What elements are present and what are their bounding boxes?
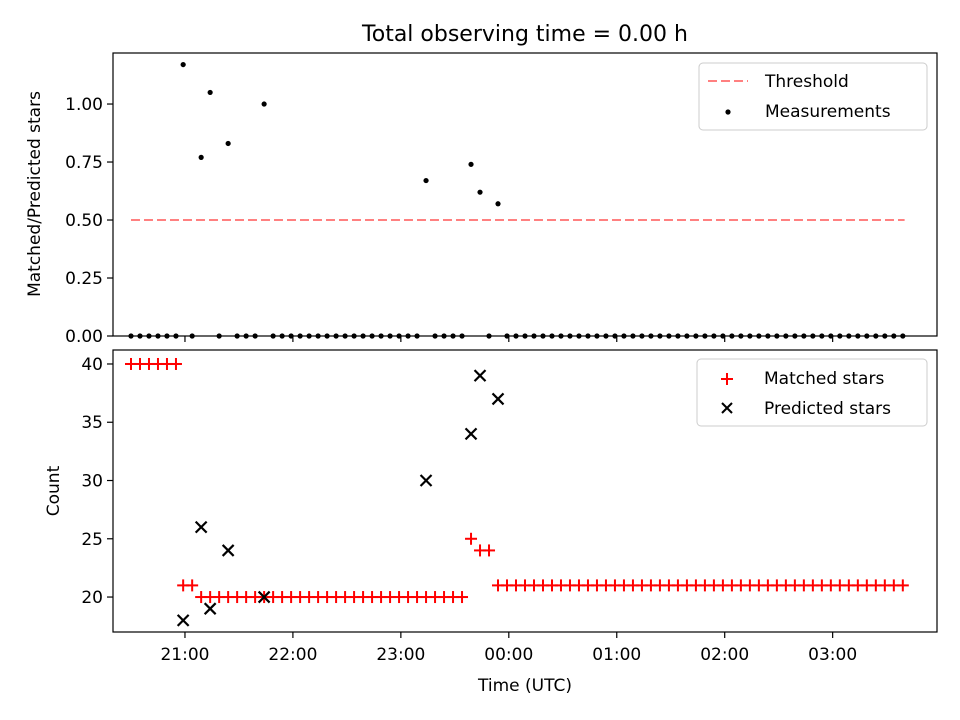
- ratio-y-label: Matched/Predicted stars: [25, 91, 45, 297]
- predicted-legend-label: Predicted stars: [764, 399, 891, 419]
- ratio-y-tick-label: 0.25: [65, 269, 103, 289]
- count-x-tick-label: 02:00: [700, 645, 749, 665]
- measurement-point: [261, 101, 267, 107]
- predicted-star-point: [221, 544, 235, 557]
- count-points: [124, 357, 909, 627]
- measurement-point: [477, 189, 483, 195]
- count-x-tick-label: 00:00: [484, 645, 533, 665]
- count-y-tick-label: 25: [81, 530, 103, 550]
- measurement-point: [468, 161, 474, 167]
- matched-star-point: [456, 591, 469, 604]
- predicted-star-point: [464, 427, 478, 441]
- threshold-legend-label: Threshold: [764, 72, 849, 92]
- count-x-tick-label: 03:00: [808, 645, 857, 665]
- count-y-tick-label: 20: [81, 588, 103, 608]
- predicted-star-point: [419, 474, 433, 487]
- count-axes-frame: [112, 349, 938, 633]
- ratio-axes-frame: [112, 52, 938, 337]
- ratio-y-tick-label: 0.50: [65, 211, 103, 231]
- ratio-y-tick-label: 0.00: [65, 327, 103, 347]
- measurements-legend-swatch: [725, 109, 731, 115]
- predicted-star-point: [491, 392, 505, 406]
- matched-star-point: [186, 579, 199, 592]
- predicted-star-point: [176, 614, 190, 627]
- matched-star-point: [465, 532, 478, 545]
- measurement-point: [180, 61, 186, 68]
- count-y-axis: 20 25 30 35 40: [81, 355, 113, 608]
- predicted-legend-swatch: [721, 402, 733, 414]
- ratio-legend-box: [698, 62, 928, 131]
- count-panel: 20 25 30 35 40 21:00 22:00 23:00 00:00 01:00 02:0…: [44, 349, 938, 696]
- count-x-tick-label: 22:00: [268, 645, 317, 665]
- measurement-point: [495, 201, 501, 207]
- measurement-point: [423, 177, 429, 184]
- matched-star-point: [483, 544, 496, 557]
- matched-legend-label: Matched stars: [764, 369, 884, 389]
- x-axis-label: Time (UTC): [477, 676, 572, 696]
- matched-star-point: [169, 357, 182, 370]
- count-y-label: Count: [44, 465, 64, 516]
- matched-legend-swatch: [721, 373, 733, 385]
- count-legend-box: [696, 358, 928, 427]
- measurement-point: [198, 154, 204, 160]
- chart-title: Total observing time = 0.00 h: [361, 22, 688, 47]
- count-y-tick-label: 40: [81, 355, 103, 375]
- count-y-tick-label: 35: [81, 413, 103, 433]
- measurement-point: [207, 89, 213, 96]
- ratio-legend: Threshold Measurements: [698, 62, 928, 131]
- predicted-star-point: [257, 590, 271, 604]
- count-y-tick-label: 30: [81, 472, 103, 492]
- measurements-legend-label: Measurements: [765, 102, 891, 122]
- count-x-tick-label: 01:00: [592, 645, 641, 665]
- matched-star-point: [896, 579, 909, 592]
- predicted-star-point: [203, 602, 217, 615]
- ratio-panel: 0.00 0.25 0.50 0.75 1.00 Matched/Predicted s…: [25, 52, 938, 347]
- count-legend: Matched stars Predicted stars: [696, 358, 928, 427]
- count-x-tick-label: 23:00: [376, 645, 425, 665]
- ratio-y-axis: 0.00 0.25 0.50 0.75 1.00: [65, 95, 113, 347]
- ratio-y-tick-label: 1.00: [65, 95, 103, 115]
- ratio-y-tick-label: 0.75: [65, 153, 103, 173]
- measurement-point: [225, 140, 231, 147]
- predicted-star-point: [194, 520, 208, 534]
- count-x-axis: 21:00 22:00 23:00 00:00 01:00 02:00 03:00: [160, 632, 857, 665]
- count-x-tick-label: 21:00: [160, 645, 209, 665]
- predicted-star-point: [473, 369, 487, 382]
